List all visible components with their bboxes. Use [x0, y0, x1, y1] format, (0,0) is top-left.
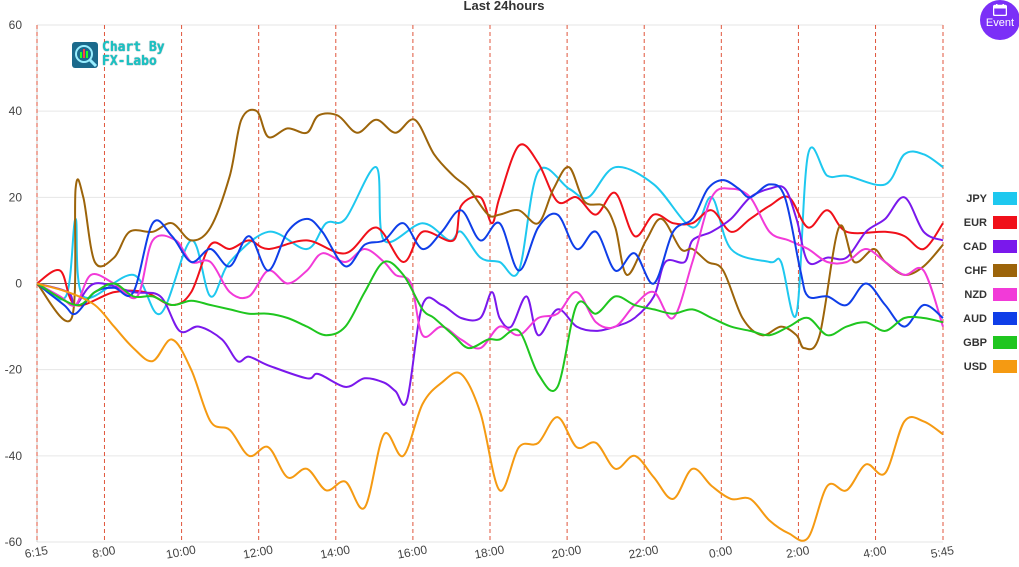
legend: JPY EUR CAD CHF NZD AUD GBP USD — [963, 192, 1017, 373]
series-line-gbp — [36, 260, 944, 393]
legend-label-gbp: GBP — [963, 337, 987, 349]
y-tick-label: 0 — [15, 277, 22, 291]
logo-text-line1: Chart By — [102, 40, 165, 55]
chart-logo-icon — [72, 42, 98, 68]
series-line-chf — [36, 108, 944, 351]
y-tick-label: 20 — [9, 190, 23, 204]
x-tick-label: 5:45 — [930, 543, 956, 561]
legend-label-usd: USD — [964, 361, 987, 373]
x-tick-label: 22:00 — [628, 543, 660, 562]
x-tick-label: 14:00 — [319, 543, 351, 562]
legend-label-cad: CAD — [963, 241, 987, 253]
legend-label-eur: EUR — [964, 217, 987, 229]
x-tick-label: 2:00 — [785, 543, 811, 561]
logo-text-line2: FX-Labo — [102, 54, 157, 69]
legend-swatch-aud[interactable] — [993, 312, 1017, 325]
series-line-cad — [36, 185, 944, 406]
y-tick-label: -20 — [5, 363, 23, 377]
legend-label-chf: CHF — [964, 265, 987, 277]
x-tick-label: 12:00 — [242, 543, 274, 562]
x-tick-label: 8:00 — [91, 543, 117, 561]
x-axis: 6:15 8:00 10:00 12:00 14:00 16:00 18:00 20:00 22… — [24, 543, 956, 562]
y-tick-label: -60 — [5, 535, 23, 549]
calendar-icon — [993, 4, 1007, 16]
fx-labo-logo: Chart By FX-Labo — [72, 40, 172, 72]
series-line-aud — [36, 179, 944, 328]
series-line-usd — [36, 282, 944, 542]
x-tick-label: 18:00 — [473, 543, 505, 562]
y-tick-label: 40 — [9, 104, 23, 118]
legend-swatch-gbp[interactable] — [993, 336, 1017, 349]
event-button-label: Event — [985, 17, 1015, 29]
legend-swatch-eur[interactable] — [993, 216, 1017, 229]
legend-swatch-chf[interactable] — [993, 264, 1017, 277]
legend-swatch-usd[interactable] — [993, 360, 1017, 373]
series-line-nzd — [36, 187, 944, 350]
legend-label-nzd: NZD — [964, 289, 987, 301]
x-tick-label: 0:00 — [708, 543, 734, 561]
legend-label-aud: AUD — [963, 313, 987, 325]
legend-swatch-cad[interactable] — [993, 240, 1017, 253]
event-button[interactable]: Event — [980, 0, 1019, 40]
x-tick-label: 16:00 — [396, 543, 428, 562]
x-tick-label: 6:15 — [24, 543, 50, 561]
legend-label-jpy: JPY — [966, 193, 987, 205]
y-tick-label: 60 — [9, 18, 23, 32]
x-tick-label: 10:00 — [165, 543, 197, 562]
y-tick-label: -40 — [5, 449, 23, 463]
x-tick-label: 4:00 — [862, 543, 888, 561]
legend-swatch-nzd[interactable] — [993, 288, 1017, 301]
legend-swatch-jpy[interactable] — [993, 192, 1017, 205]
chart-title: Last 24hours — [464, 0, 545, 13]
x-tick-label: 20:00 — [550, 543, 582, 562]
series-lines — [36, 108, 944, 542]
y-axis: 60 40 20 0 -20 -40 -60 — [5, 18, 23, 549]
